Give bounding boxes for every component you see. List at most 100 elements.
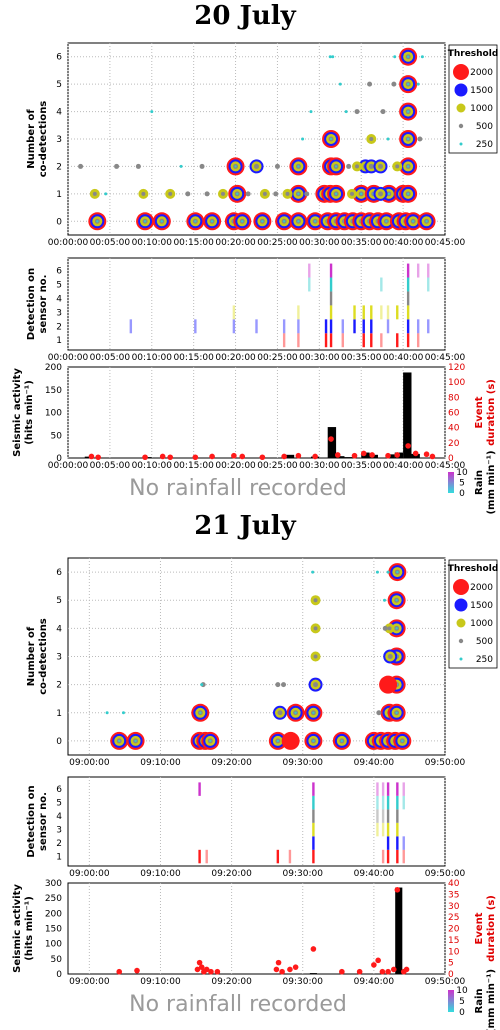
july21-co-point-250 [383,598,387,602]
july21-sm-duration-point [273,966,280,973]
july20-co-point-500 [135,163,141,169]
no-rain-text-july20: No rainfall recorded [129,476,347,501]
july21-legend-marker-2000 [453,579,469,595]
july20-sm-ytick-label: 50 [51,431,63,441]
july21-se-detection-bar [312,836,315,850]
july21-se-detection-bar [376,809,379,823]
july21-sm-xtick-label: 09:40:00 [354,977,395,987]
july20-co-xtick-label: 00:00:00 [48,238,89,248]
july20-sm-bar [403,372,412,458]
july20-co-point-500 [114,163,120,169]
july21-co-point-250 [401,739,404,743]
july20-co-point-250 [241,220,244,223]
july21-co-ytick-label: 5 [56,596,62,606]
july21-se-ylabel-line1: Detection on [26,785,37,857]
july20-co-point-500 [92,191,97,196]
july20-se-ytick-label: 2 [56,322,62,332]
july20-legend-marker-250 [459,142,463,146]
july20-sm-duration-point [239,453,246,460]
july20-sm-ytick-right-label: 40 [448,424,460,434]
july21-se-detection-bar [396,782,399,796]
july20-se-detection-bar [329,333,333,348]
july20-co-point-500 [367,81,373,87]
july20-co-point-250 [360,192,363,196]
july20-se-detection-bar [380,277,383,292]
july20-co-point-500 [377,191,383,197]
july21-co-point-500 [387,654,393,659]
july20-se-detection-bar [427,263,430,278]
july21-se-xtick-label: 09:10:00 [140,869,181,879]
july21-co-point-250 [134,739,137,743]
july20-se-detection-bar [341,333,344,348]
july20-co-point-250 [297,192,300,196]
july21-co-point-500 [387,626,392,631]
july21-co-point-250 [312,739,315,743]
july20-sm-ytick-label: 200 [45,363,62,373]
july20-co-point-250 [236,192,239,196]
july20-se-detection-bar [329,319,333,334]
july21-se-detection-bar [381,795,385,810]
july20-se-detection-bar [341,319,344,334]
july21-se-detection-bar [386,822,390,837]
july21-sm-duration-point [279,968,285,975]
july20-co-point-500 [274,163,280,169]
july21-se-detection-bar [396,795,399,810]
july21-co-point-500 [281,682,287,688]
july20-legend-label-500: 500 [476,122,493,132]
july20-sm-duration-point [369,452,375,458]
july20-co-point-250 [416,82,420,86]
july21-co-point-250 [375,570,379,574]
july21-sm-duration-point [292,964,299,970]
july20-se-detection-bar [297,305,300,320]
july20-se-detection-bar [406,291,410,306]
july20-se-xtick-label: 00:35:00 [341,353,382,363]
july21-co-point-250 [199,711,202,714]
july20-co-point-250 [297,220,300,223]
july20-co-point-250 [344,110,348,114]
july20-co-point-500 [185,191,191,197]
july20-se-detection-bar [380,305,383,320]
july21-sm-xtick-label: 09:20:00 [211,977,252,987]
july20-co-point-250 [406,192,410,196]
july20-co-xtick-label: 00:15:00 [173,238,214,248]
july21-se-detection-bar [312,809,315,823]
july20-legend-label-2000: 2000 [470,68,493,78]
july20-legend-box [448,44,498,154]
july20-co-point-500 [395,164,400,169]
july20-co-xtick-label: 00:30:00 [299,238,340,248]
july21-se-detection-bar [288,849,292,864]
july21-se-detection-bar [376,795,379,810]
july21-se-ytick-label: 1 [56,853,62,863]
july21-legend-label-500: 500 [476,637,493,647]
july21-sm-duration-point [403,966,410,973]
july21-legend-title: Threshold [448,564,499,574]
july21-sm-duration-point [339,968,345,975]
july20-sm-ytick-right-label: 0 [448,454,454,464]
july21-se-detection-bar [386,809,390,823]
july20-sm-xtick-label: 00:00:00 [48,461,89,471]
july21-co-point-250 [340,739,344,743]
july20-se-detection-bar [362,333,365,348]
july20-se-detection-bar [386,305,390,320]
july20-legend-marker-1500 [454,83,468,97]
july20-co-point-250 [234,165,237,168]
july21-sm-xtick-label: 09:30:00 [283,977,324,987]
july20-co-point-250 [160,220,164,223]
july21-co-point-500 [313,598,318,603]
july21-co-point-250 [121,711,125,715]
july20-sm-duration-point [95,454,101,461]
july21-sm-duration-point [194,966,201,973]
july21-sm-ytick-label: 50 [51,955,63,965]
july21-se-xtick-label: 09:40:00 [354,869,395,879]
july21-sm-ytick-label: 0 [56,970,62,980]
july20-se-detection-bar [386,319,390,334]
july20-sm-ylabel-right-line2: duration (s) [486,379,497,446]
july21-sm-duration-point [196,959,203,966]
july21-se-detection-bar [312,822,315,837]
july20-se-ytick-label: 4 [56,294,62,304]
july20-sm-duration-point [423,451,430,458]
july20-co-point-250 [406,82,410,86]
july20-legend-label-250: 250 [476,140,493,150]
july21-rain-tick-label: 5 [459,997,465,1007]
july20-co-xtick-label: 00:20:00 [215,238,256,248]
